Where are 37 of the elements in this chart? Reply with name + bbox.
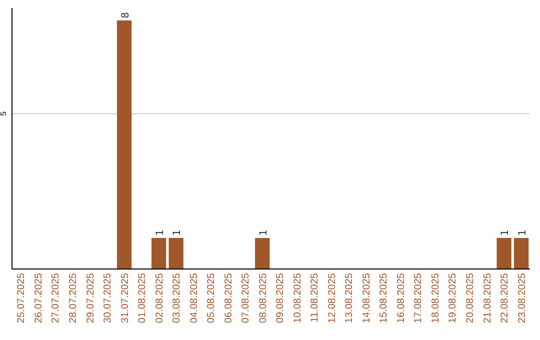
x-tick-label: 15.08.2025 <box>378 272 390 324</box>
data-label: 1 <box>172 230 184 236</box>
data-label: 8 <box>120 12 132 18</box>
x-tick-label: 20.08.2025 <box>465 272 476 324</box>
x-tick-label: 22.08.2025 <box>500 272 511 324</box>
x-tick-label: 07.08.2025 <box>240 272 252 324</box>
x-tick-label: 26.07.2025 <box>33 272 44 324</box>
x-tick-label: 30.07.2025 <box>102 272 114 324</box>
x-tick-label: 17.08.2025 <box>413 272 424 324</box>
x-tick-label: 28.07.2025 <box>68 272 79 324</box>
y-tick-label: 5 <box>0 110 8 116</box>
x-tick-label: 14.08.2025 <box>361 272 372 324</box>
x-tick-label: 12.08.2025 <box>326 272 338 324</box>
x-tick-label: 03.08.2025 <box>172 272 183 324</box>
x-tick-label: 05.08.2025 <box>206 272 218 324</box>
x-tick-label: 16.08.2025 <box>396 272 407 324</box>
x-tick-label: 27.07.2025 <box>50 272 62 324</box>
x-tick-label: 11.08.2025 <box>310 272 321 322</box>
data-label: 1 <box>500 230 512 236</box>
x-tick-label: 31.07.2025 <box>120 272 131 324</box>
data-label: 1 <box>517 230 528 236</box>
x-tick-label: 19.08.2025 <box>448 272 459 324</box>
x-tick-label: 10.08.2025 <box>292 272 304 324</box>
x-tick-label: 25.07.2025 <box>16 272 28 324</box>
x-tick-label: 18.08.2025 <box>430 272 442 324</box>
x-tick-label: 06.08.2025 <box>223 272 234 324</box>
x-tick-label: 09.08.2025 <box>275 272 286 324</box>
x-tick-label: 04.08.2025 <box>188 272 200 324</box>
x-tick-label: 29.07.2025 <box>85 272 96 324</box>
x-tick-label: 21.08.2025 <box>482 272 494 324</box>
data-label: 1 <box>258 230 270 236</box>
x-tick-label: 02.08.2025 <box>154 272 166 324</box>
x-tick-label: 01.08.2025 <box>137 272 148 324</box>
data-label: 1 <box>154 230 166 236</box>
x-tick-label: 08.08.2025 <box>258 272 269 324</box>
x-tick-label: 13.08.2025 <box>344 272 356 324</box>
x-tick-label: 23.08.2025 <box>516 272 528 324</box>
